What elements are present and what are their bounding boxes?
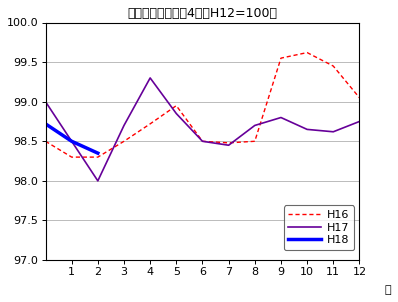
Line: H17: H17 (45, 78, 359, 181)
H16 (305, 51, 310, 54)
H17 (43, 100, 48, 104)
H16 (226, 141, 231, 145)
H17 (69, 140, 74, 143)
H17 (200, 140, 205, 143)
H18 (69, 140, 74, 143)
H18 (96, 151, 100, 155)
H16 (357, 96, 362, 100)
H17 (122, 124, 127, 127)
Text: 月: 月 (384, 285, 391, 295)
Legend: H16, H17, H18: H16, H17, H18 (284, 205, 354, 250)
H17 (305, 127, 310, 131)
H16 (331, 64, 336, 68)
H17 (174, 112, 179, 115)
H16 (148, 122, 152, 126)
H17 (226, 143, 231, 147)
H16 (96, 155, 100, 159)
H16 (279, 56, 283, 60)
H17 (279, 116, 283, 119)
H16 (174, 104, 179, 108)
H16 (200, 140, 205, 143)
H17 (357, 120, 362, 123)
H17 (148, 76, 152, 80)
Line: H18: H18 (45, 124, 98, 153)
H17 (96, 179, 100, 183)
Title: 総合指数の動き　4市（H12=100）: 総合指数の動き 4市（H12=100） (127, 7, 277, 20)
H16 (252, 140, 257, 143)
H17 (331, 130, 336, 133)
H17 (252, 124, 257, 127)
H18 (43, 122, 48, 126)
H16 (69, 155, 74, 159)
H16 (122, 140, 127, 143)
Line: H16: H16 (45, 53, 359, 157)
H16 (43, 140, 48, 143)
